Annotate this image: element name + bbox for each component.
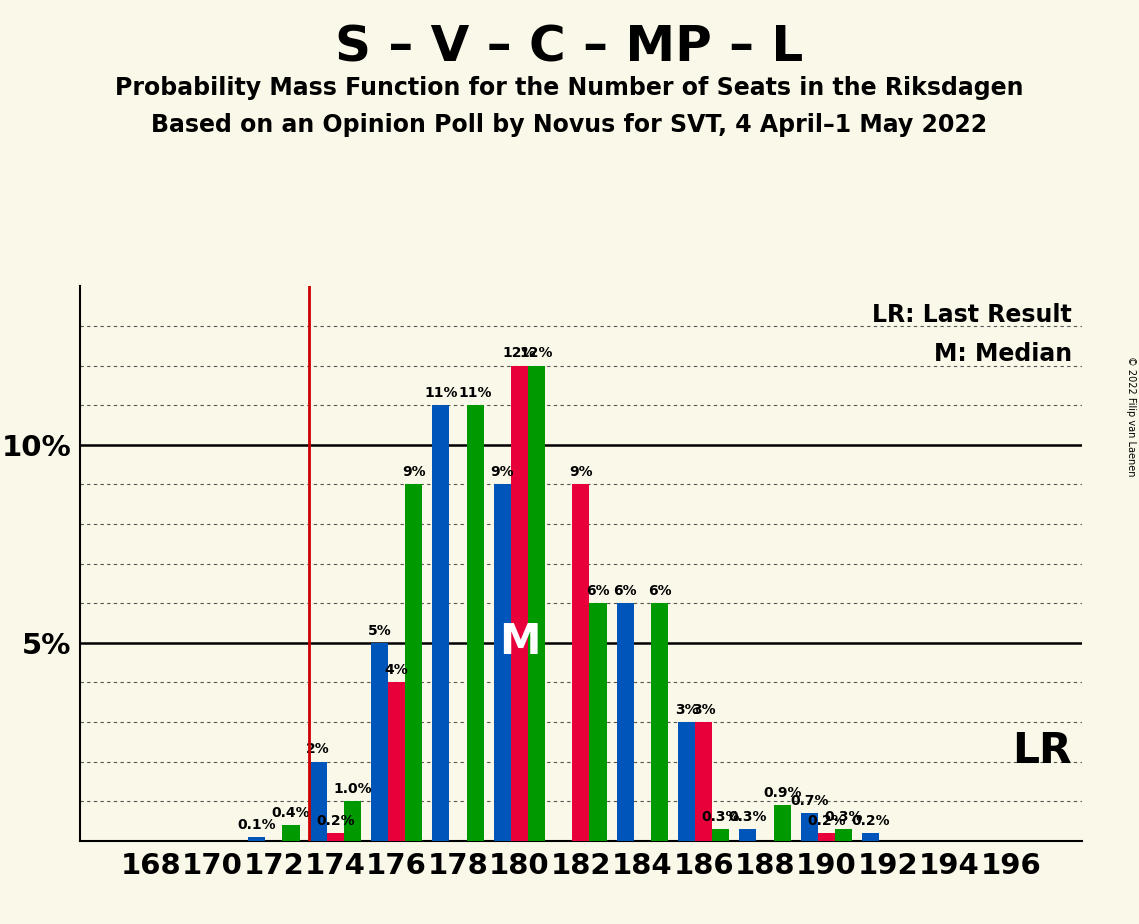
Text: 0.1%: 0.1% [237, 818, 276, 832]
Text: LR: Last Result: LR: Last Result [872, 303, 1072, 327]
Text: 0.9%: 0.9% [763, 786, 802, 800]
Bar [572, 484, 590, 841]
Text: M: Median: M: Median [934, 342, 1072, 366]
Text: 9%: 9% [402, 466, 426, 480]
Bar [493, 484, 511, 841]
Text: 3%: 3% [691, 703, 715, 717]
Bar [650, 603, 669, 841]
Text: LR: LR [1013, 730, 1072, 772]
Text: 11%: 11% [424, 386, 458, 400]
Bar [248, 837, 265, 841]
Text: Based on an Opinion Poll by Novus for SVT, 4 April–1 May 2022: Based on an Opinion Poll by Novus for SV… [151, 113, 988, 137]
Text: S – V – C – MP – L: S – V – C – MP – L [335, 23, 804, 71]
Bar [371, 643, 388, 841]
Text: Probability Mass Function for the Number of Seats in the Riksdagen: Probability Mass Function for the Number… [115, 76, 1024, 100]
Text: 0.7%: 0.7% [790, 794, 828, 808]
Bar [695, 722, 712, 841]
Bar [388, 683, 405, 841]
Text: 2%: 2% [306, 743, 330, 757]
Text: 9%: 9% [491, 466, 514, 480]
Bar [773, 805, 790, 841]
Bar [327, 833, 344, 841]
Text: © 2022 Filip van Laenen: © 2022 Filip van Laenen [1125, 356, 1136, 476]
Text: 0.2%: 0.2% [808, 814, 846, 828]
Text: 6%: 6% [648, 584, 671, 598]
Bar [282, 825, 300, 841]
Text: 12%: 12% [502, 346, 536, 360]
Text: 0.2%: 0.2% [316, 814, 354, 828]
Text: 0.4%: 0.4% [272, 806, 311, 820]
Text: M: M [499, 621, 540, 663]
Bar [616, 603, 633, 841]
Text: 3%: 3% [674, 703, 698, 717]
Bar [818, 833, 835, 841]
Bar [405, 484, 423, 841]
Bar [344, 801, 361, 841]
Bar [862, 833, 879, 841]
Bar [511, 366, 528, 841]
Text: 0.2%: 0.2% [851, 814, 890, 828]
Text: 6%: 6% [613, 584, 637, 598]
Text: 12%: 12% [519, 346, 554, 360]
Text: 0.3%: 0.3% [729, 809, 768, 824]
Text: 4%: 4% [385, 663, 409, 677]
Text: 0.3%: 0.3% [702, 809, 740, 824]
Bar [590, 603, 607, 841]
Text: 0.3%: 0.3% [825, 809, 863, 824]
Bar [433, 406, 450, 841]
Text: 6%: 6% [587, 584, 609, 598]
Text: 9%: 9% [570, 466, 592, 480]
Bar [528, 366, 546, 841]
Bar [739, 829, 756, 841]
Bar [712, 829, 729, 841]
Bar [835, 829, 852, 841]
Bar [801, 813, 818, 841]
Text: 1.0%: 1.0% [334, 782, 371, 796]
Text: 11%: 11% [459, 386, 492, 400]
Bar [678, 722, 695, 841]
Text: 5%: 5% [368, 624, 392, 638]
Bar [467, 406, 484, 841]
Bar [310, 761, 327, 841]
